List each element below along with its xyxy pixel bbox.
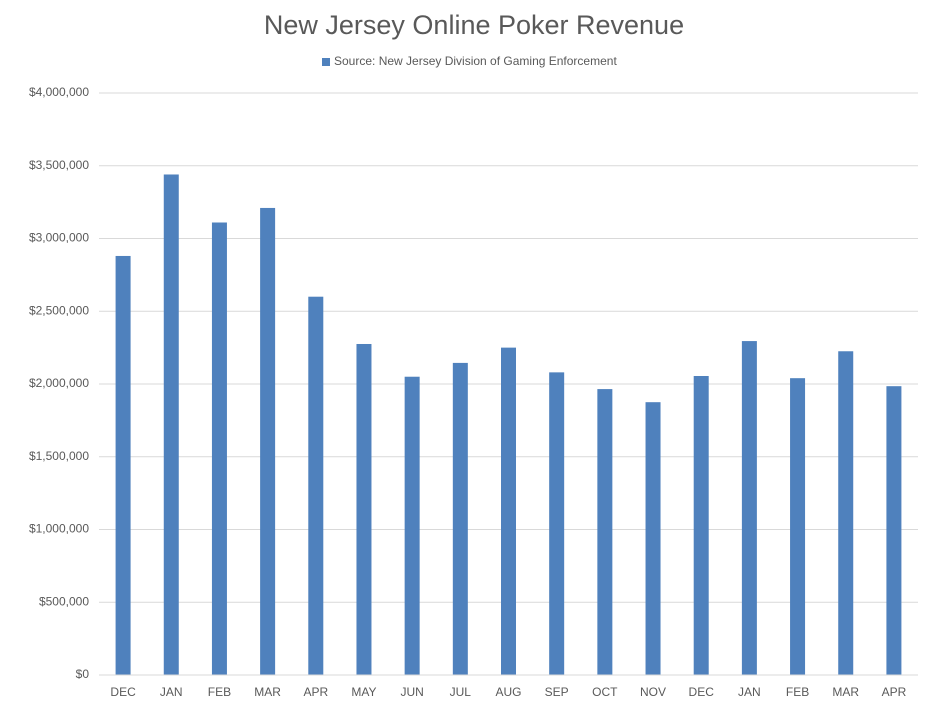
x-tick-label: JUN [400,685,423,699]
bar [308,296,324,675]
x-tick-label: DEC [689,685,715,699]
y-tick-label: $0 [76,667,90,681]
x-tick-label: DEC [110,685,136,699]
bar [645,402,661,675]
x-tick-label: MAR [832,685,859,699]
x-tick-label: NOV [640,685,666,699]
y-tick-label: $2,000,000 [29,376,89,390]
bar [356,343,372,675]
y-tick-label: $1,500,000 [29,449,89,463]
x-tick-label: SEP [545,685,569,699]
legend-swatch [322,58,330,66]
bar [838,351,854,675]
x-tick-label: FEB [786,685,809,699]
y-tick-label: $2,500,000 [29,303,89,317]
x-tick-label: APR [303,685,328,699]
x-tick-label: JAN [738,685,761,699]
legend-label: Source: New Jersey Division of Gaming En… [334,54,617,68]
x-tick-label: FEB [208,685,231,699]
bar [163,174,179,676]
x-tick-label: JAN [160,685,183,699]
bar [549,372,565,675]
x-tick-label: JUL [450,685,472,699]
bar [741,341,757,675]
bar [693,375,709,675]
chart-title: New Jersey Online Poker Revenue [264,10,684,40]
x-tick-label: MAR [254,685,281,699]
y-tick-label: $3,500,000 [29,158,89,172]
bar [886,386,902,675]
bar [790,378,806,675]
x-tick-label: APR [882,685,907,699]
bar [211,222,227,675]
y-tick-label: $3,000,000 [29,231,89,245]
x-tick-label: MAY [351,685,376,699]
y-tick-label: $1,000,000 [29,522,89,536]
bar [452,362,468,675]
x-tick-label: AUG [495,685,521,699]
bar [115,255,131,675]
y-tick-label: $500,000 [39,594,89,608]
bar [260,207,276,675]
bar [501,347,516,675]
y-tick-label: $4,000,000 [29,85,89,99]
bar [597,389,613,675]
bar [404,376,420,675]
x-tick-label: OCT [592,685,618,699]
